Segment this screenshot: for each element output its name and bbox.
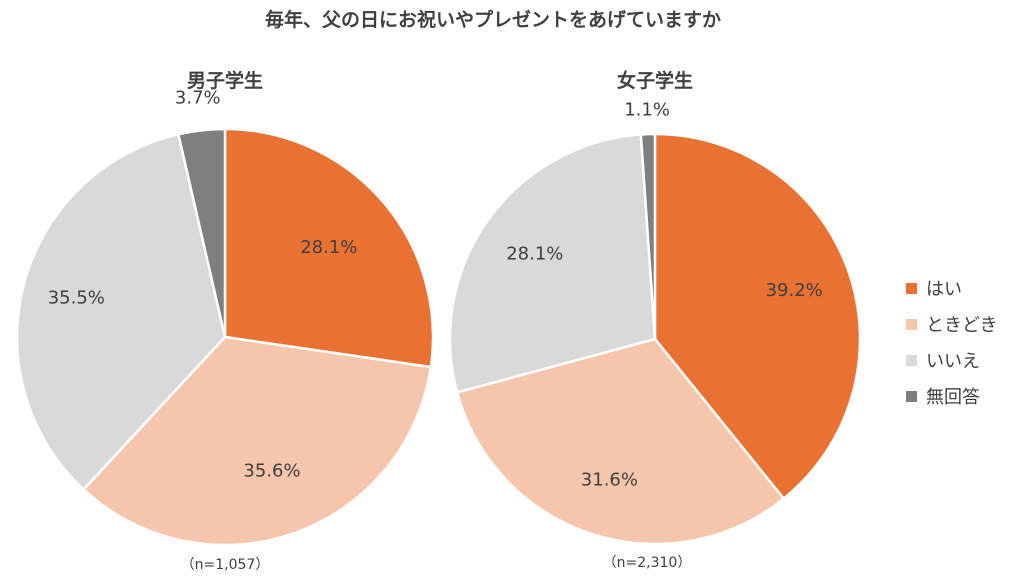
pie-slice-no-answer-female-students [639,132,657,341]
legend-label-no-answer: 無回答 [926,387,980,408]
data-label-sometimes-male-students: 35.6% [243,460,300,481]
pie-title-female-students: 女子学生 [617,69,693,92]
pie-labels-male-students: 28.1% 35.6% 35.5% 3.7% [48,87,358,481]
pie-slices-female-students [448,132,862,546]
pie-slice-no-female-students [448,133,657,394]
data-label-no-female-students: 28.1% [506,243,563,264]
pie-slices-male-students [15,127,435,547]
legend-swatch-no [906,355,917,366]
pie-slice-yes-male-students [223,127,435,369]
pie-chart-male-students: 男子学生 28.1% 35.6% 35.5% 3.7% （n=1,057） [15,69,435,573]
legend-label-sometimes: ときどき [926,315,997,336]
legend-label-yes: はい [926,279,962,300]
legend-swatch-yes [906,283,917,294]
data-label-sometimes-female-students: 31.6% [581,469,638,490]
pie-slice-sometimes-male-students [82,335,433,547]
data-label-no-male-students: 35.5% [48,287,105,308]
pie-slice-sometimes-female-students [455,337,785,546]
main-title: 毎年、父の日にお祝いやプレゼントをあげていますか [265,8,721,31]
pie-title-male-students: 男子学生 [187,69,263,92]
legend-swatch-sometimes [906,319,917,330]
pie-chart-female-students: 女子学生 39.2% 31.6% 28.1% 1.1% （n=2,310） [448,69,862,571]
pie-slice-no-answer-male-students [177,127,227,339]
data-label-no-answer-male-students: 3.7% [175,87,221,108]
sample-size-male-students: （n=1,057） [181,557,270,573]
legend-swatch-no-answer [906,391,917,402]
legend-label-no: いいえ [926,351,980,372]
sample-size-female-students: （n=2,310） [603,555,692,571]
data-label-yes-male-students: 28.1% [300,237,357,258]
pie-slice-yes-female-students [653,132,862,500]
data-label-no-answer-female-students: 1.1% [624,100,670,121]
pie-slice-no-male-students [15,133,227,491]
data-label-yes-female-students: 39.2% [766,280,823,301]
pie-labels-female-students: 39.2% 31.6% 28.1% 1.1% [506,100,823,491]
